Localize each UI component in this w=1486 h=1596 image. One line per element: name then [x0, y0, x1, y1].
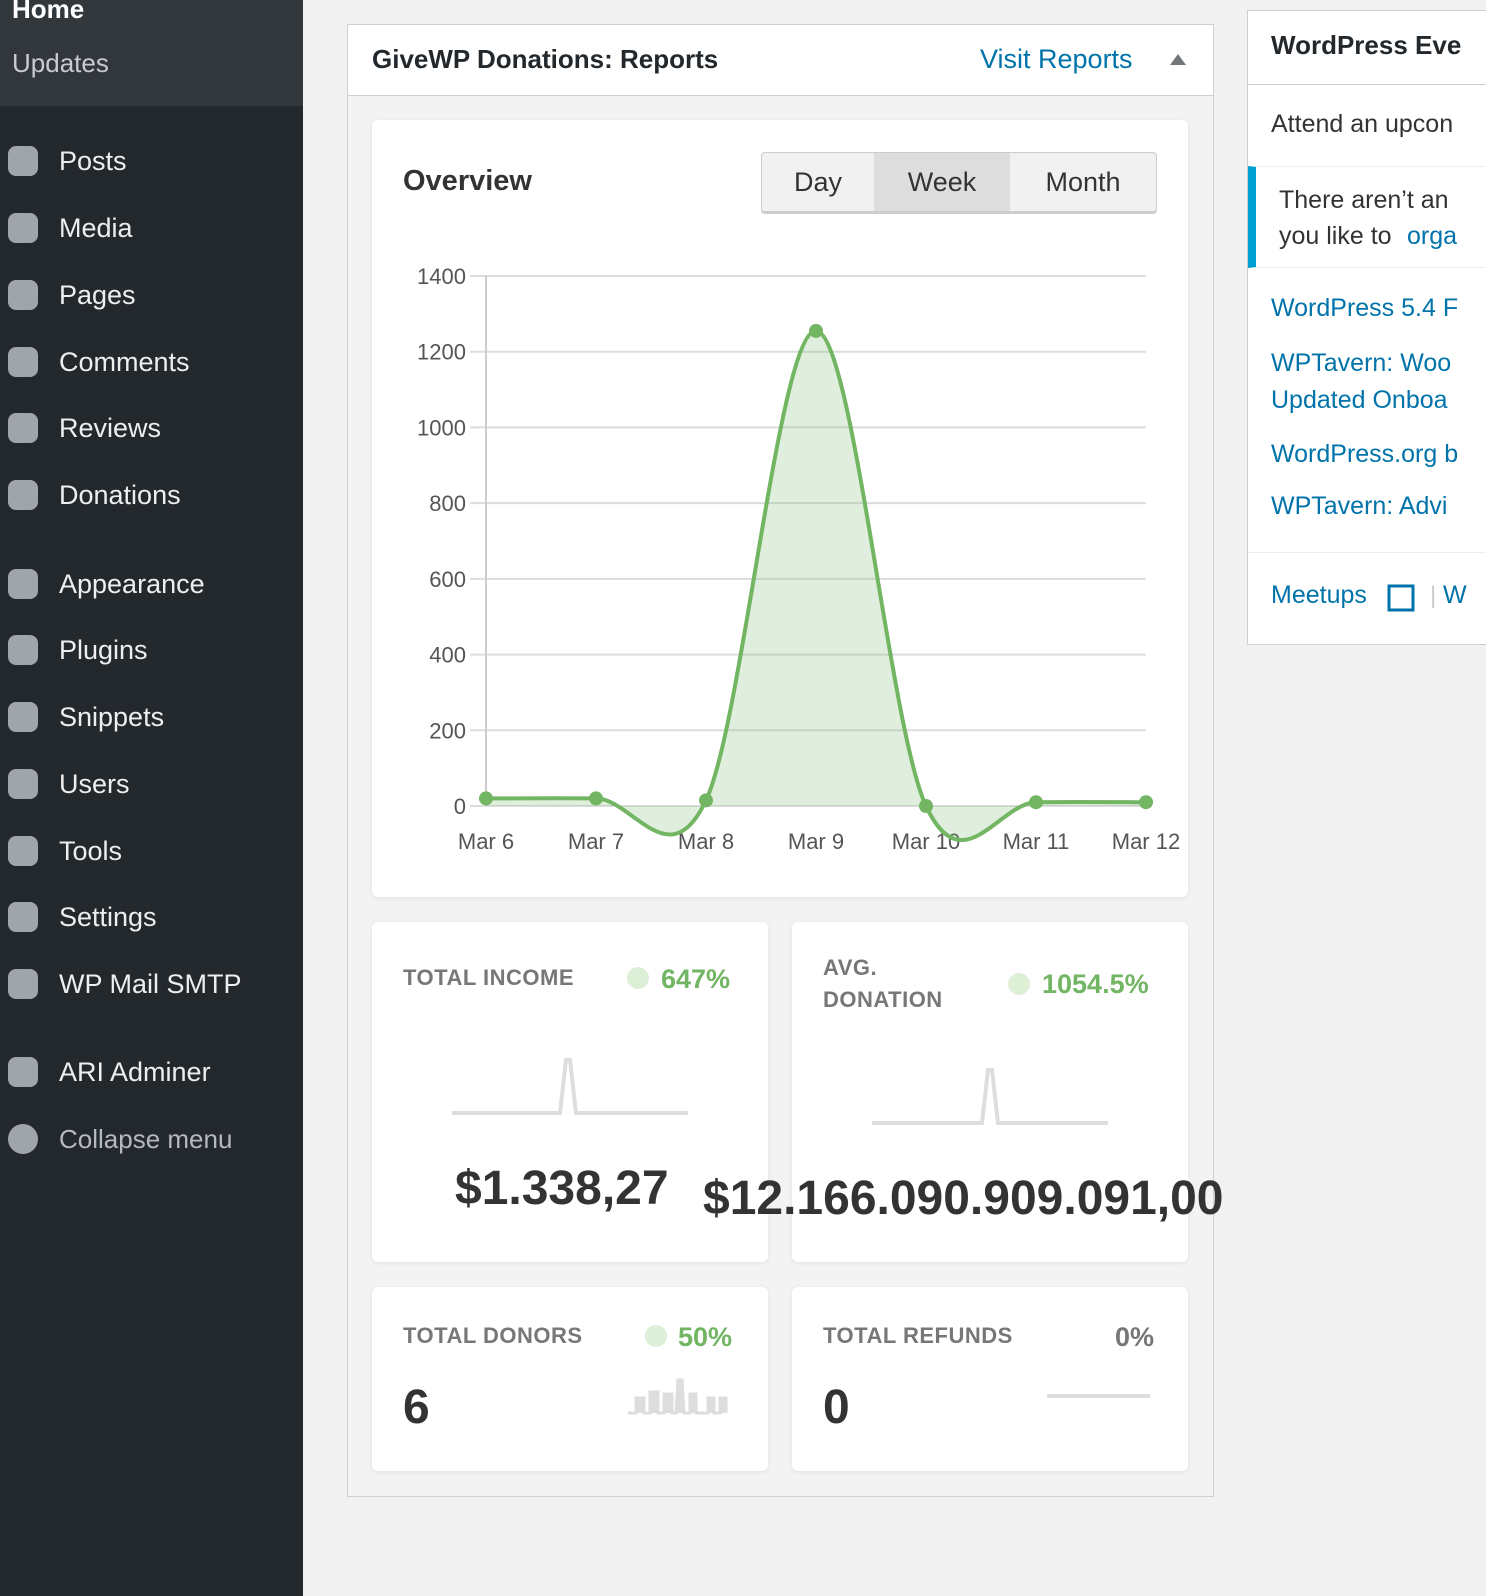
stat-value: $1.338,27	[455, 1162, 669, 1215]
overview-title: Overview	[403, 165, 532, 197]
stat-label: TOTAL INCOME	[403, 965, 574, 990]
collapse-toggle[interactable]	[1170, 54, 1186, 65]
menu-item[interactable]: WP Mail SMTP	[59, 969, 242, 999]
widget-header	[348, 25, 1213, 96]
menu-icon	[8, 213, 38, 243]
notice-link[interactable]: orga	[1407, 222, 1458, 250]
stat-card	[372, 1287, 768, 1471]
meetups-link[interactable]: Meetups	[1271, 581, 1367, 609]
menu-icon	[8, 1057, 38, 1087]
menu-icon	[8, 769, 38, 799]
stat-label: TOTAL REFUNDS	[823, 1323, 1013, 1348]
menu-item[interactable]: ARI Adminer	[59, 1057, 211, 1087]
notice-text: you like to	[1279, 222, 1392, 250]
visit-reports-link[interactable]: Visit Reports	[980, 44, 1133, 74]
menu-item[interactable]: Comments	[59, 347, 190, 377]
news-link[interactable]: WordPress.org b	[1271, 440, 1459, 468]
separator: |	[1430, 582, 1437, 609]
stat-change: 1054.5%	[1042, 969, 1149, 999]
menu-item[interactable]: Posts	[59, 146, 127, 176]
menu-icon	[8, 347, 38, 377]
period-button[interactable]: Week	[874, 153, 1010, 211]
news-link[interactable]: WPTavern: Advi	[1271, 492, 1448, 520]
menu-icon	[8, 969, 38, 999]
menu-item[interactable]: Reviews	[59, 413, 162, 443]
menu-icon	[8, 280, 38, 310]
stat-value: $12.166.090.909.091,00	[703, 1172, 1224, 1225]
menu-item[interactable]: Media	[59, 213, 133, 243]
collapse-menu[interactable]: Collapse menu	[59, 1124, 233, 1154]
stat-change: 0%	[1115, 1322, 1155, 1352]
menu-icon	[8, 569, 38, 599]
events-intro: Attend an upcon	[1271, 110, 1454, 138]
menu-item[interactable]: Snippets	[59, 702, 165, 732]
admin-sidebar: Home Updates Posts Media Pages Comments Revi…	[0, 0, 303, 1596]
menu-icon	[8, 413, 38, 443]
news-link[interactable]: Updated Onboa	[1271, 386, 1448, 414]
period-button[interactable]: Month	[1045, 167, 1121, 197]
menu-icon	[8, 635, 38, 665]
menu-icon	[8, 146, 38, 176]
up-icon	[645, 1325, 667, 1347]
menu-item[interactable]: Appearance	[59, 569, 205, 599]
menu-item[interactable]: Plugins	[59, 635, 148, 665]
events-widget	[1247, 10, 1486, 645]
menu-item[interactable]: Tools	[59, 836, 123, 866]
menu-item[interactable]: Donations	[59, 480, 181, 510]
notice-text: There aren’t an	[1279, 186, 1449, 214]
up-icon	[1008, 973, 1030, 995]
news-link[interactable]: WPTavern: Woo	[1271, 349, 1452, 377]
news-link[interactable]: WordPress 5.4 F	[1271, 294, 1459, 322]
menu-item[interactable]: Pages	[59, 280, 136, 310]
period-button[interactable]: Day	[793, 167, 842, 197]
submenu-item[interactable]: Home	[12, 0, 85, 24]
submenu: Home Updates	[0, 0, 303, 106]
events-title: WordPress Eve	[1271, 30, 1462, 60]
overview-card	[372, 120, 1188, 897]
menu-icon	[8, 836, 38, 866]
stat-change: 50%	[678, 1322, 733, 1352]
menu-item[interactable]: Settings	[59, 902, 157, 932]
stat-value: 0	[823, 1381, 850, 1434]
menu-icon	[8, 902, 38, 932]
widget-title: GiveWP Donations: Reports	[372, 44, 719, 74]
notice	[1248, 166, 1486, 268]
menu-icon	[8, 480, 38, 510]
footer-link[interactable]: W	[1443, 581, 1467, 609]
stat-value: 6	[403, 1381, 430, 1434]
menu-item[interactable]: Users	[59, 769, 130, 799]
period-switch: Day Week Month	[761, 152, 1157, 214]
stat-change: 647%	[661, 964, 731, 994]
menu-icon	[8, 702, 38, 732]
up-icon	[627, 967, 649, 989]
submenu-item[interactable]: Updates	[12, 48, 109, 78]
stat-label: TOTAL DONORS	[403, 1323, 583, 1348]
menu-icon	[8, 1124, 38, 1154]
stat-label: AVG. DONATION	[823, 955, 943, 1012]
stat-card	[792, 1287, 1188, 1471]
